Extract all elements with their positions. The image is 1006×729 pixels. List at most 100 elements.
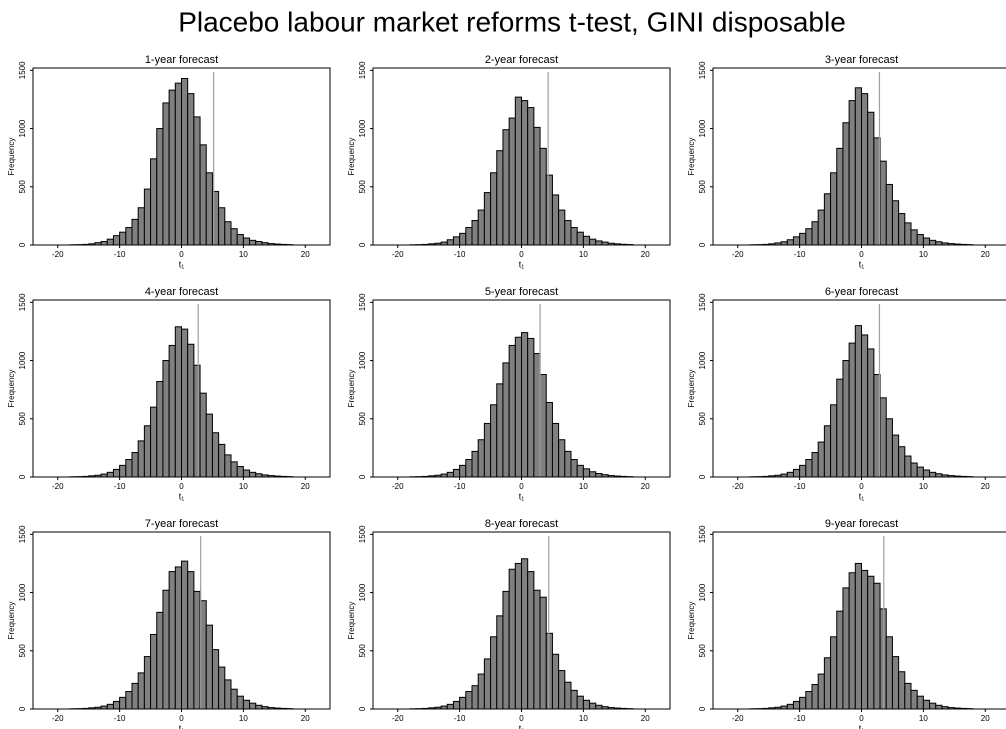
bar	[595, 240, 603, 245]
bar	[564, 220, 572, 245]
y-tick-label: 500	[698, 180, 707, 194]
y-axis-label: Frequency	[7, 138, 16, 176]
bar	[490, 636, 498, 709]
x-tick-label: 20	[641, 714, 650, 723]
x-tick-label: -10	[794, 482, 806, 491]
bar	[885, 183, 893, 245]
bar	[922, 237, 931, 245]
y-tick-label: 0	[358, 706, 367, 711]
bar	[848, 572, 856, 709]
bar	[582, 699, 591, 709]
panel-title: 6-year forecast	[825, 286, 898, 298]
y-tick-label: 0	[18, 706, 27, 711]
bar	[891, 434, 900, 477]
x-tick-label: 10	[919, 482, 928, 491]
y-axis-label: Frequency	[347, 138, 356, 176]
bar	[193, 590, 201, 709]
y-tick-label: 1500	[358, 293, 367, 311]
bar	[922, 699, 931, 709]
x-tick-label: 10	[239, 714, 248, 723]
bar	[929, 702, 937, 709]
bar	[224, 454, 232, 477]
bar	[539, 147, 547, 245]
bar	[131, 218, 139, 245]
x-tick-label: -10	[794, 714, 806, 723]
bar	[242, 237, 251, 245]
bar	[539, 374, 547, 477]
y-tick-label: 0	[358, 242, 367, 247]
x-tick-label: -10	[114, 250, 126, 259]
bar	[576, 695, 584, 709]
bar	[514, 96, 522, 245]
bar	[193, 364, 201, 477]
x-axis-label: t₁	[179, 491, 185, 501]
bar	[830, 172, 838, 245]
x-tick-label: -20	[52, 250, 64, 259]
bar	[836, 147, 844, 245]
plot-area	[69, 536, 294, 709]
bar	[502, 590, 510, 709]
x-tick-label: 0	[179, 714, 184, 723]
bar	[162, 360, 170, 477]
bar	[125, 691, 133, 709]
y-tick-label: 1500	[18, 293, 27, 311]
bar	[916, 466, 924, 477]
panel-title: 9-year forecast	[825, 518, 898, 530]
y-axis-label: Frequency	[347, 370, 356, 408]
bar	[112, 468, 121, 477]
bar	[867, 348, 875, 477]
bar	[558, 439, 566, 477]
bar	[490, 172, 498, 245]
bar	[483, 658, 492, 709]
bar	[910, 229, 918, 245]
bar	[205, 624, 213, 709]
x-tick-label: 20	[301, 250, 310, 259]
bar	[131, 682, 139, 709]
y-tick-label: 1000	[358, 119, 367, 137]
bar	[137, 440, 145, 477]
bar	[910, 689, 918, 709]
bar	[143, 188, 152, 245]
bar	[564, 450, 572, 477]
bar	[564, 681, 572, 709]
bar	[471, 450, 479, 477]
x-tick-label: -10	[114, 714, 126, 723]
y-tick-label: 1500	[698, 61, 707, 79]
bar	[830, 404, 838, 477]
x-tick-label: 20	[981, 714, 990, 723]
y-tick-label: 1500	[698, 293, 707, 311]
bar	[533, 589, 541, 709]
bar	[452, 236, 461, 245]
bar	[786, 703, 794, 709]
bar	[230, 688, 238, 709]
bar	[508, 117, 516, 245]
plot-area	[409, 304, 634, 477]
bar	[842, 587, 850, 709]
bar	[471, 220, 479, 245]
x-axis-label: t₁	[519, 491, 525, 501]
x-tick-label: -20	[392, 714, 404, 723]
bar	[916, 695, 924, 709]
bar	[879, 397, 887, 477]
bar	[150, 158, 158, 245]
bar	[236, 234, 244, 245]
bar	[885, 636, 893, 709]
bar	[230, 461, 238, 477]
bar	[465, 691, 473, 709]
x-tick-label: 0	[519, 250, 524, 259]
bar	[143, 656, 152, 709]
bar	[211, 649, 220, 709]
bar	[242, 699, 251, 709]
bar	[514, 336, 522, 477]
bar	[898, 213, 906, 245]
bar	[236, 466, 244, 477]
bar	[477, 209, 485, 245]
y-tick-label: 1000	[698, 119, 707, 137]
bar	[910, 462, 918, 477]
bar	[582, 235, 591, 245]
bar	[898, 446, 906, 477]
panel-title: 3-year forecast	[825, 54, 898, 66]
bar	[891, 656, 900, 709]
bar	[879, 608, 887, 709]
x-axis-label: t₁	[859, 491, 865, 501]
